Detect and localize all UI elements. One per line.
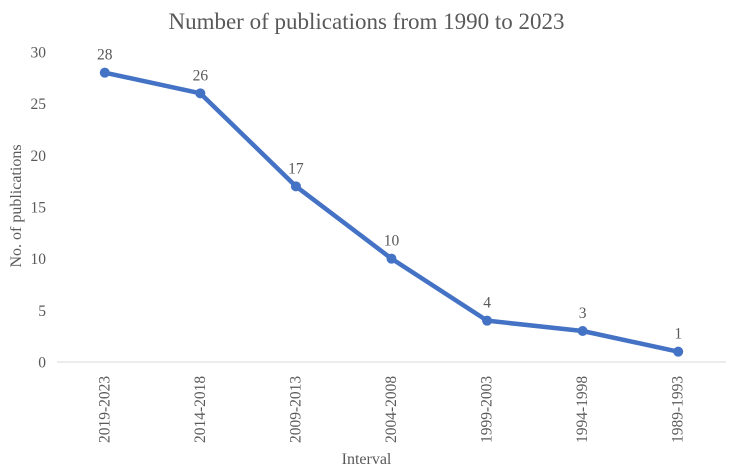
y-tick-label: 10: [31, 251, 47, 268]
data-label: 28: [97, 47, 113, 64]
data-point: [577, 326, 588, 336]
y-tick-label: 30: [31, 45, 47, 62]
y-tick-label: 0: [38, 355, 46, 372]
data-label: 3: [579, 305, 587, 322]
data-point: [290, 181, 301, 192]
x-category-label: 2009-2013: [287, 376, 304, 443]
data-label: 26: [193, 67, 209, 84]
data-point: [99, 67, 110, 78]
data-label: 1: [674, 326, 682, 343]
x-axis-title: Interval: [341, 451, 392, 468]
y-tick-label: 20: [31, 148, 47, 165]
y-tick-label: 25: [31, 96, 47, 113]
x-category-label: 1999-2003: [479, 376, 496, 443]
data-label: 10: [384, 233, 400, 250]
x-category-label: 1989-1993: [670, 376, 687, 443]
data-point: [195, 88, 206, 99]
chart-title: Number of publications from 1990 to 2023: [168, 9, 565, 34]
data-point: [386, 253, 397, 264]
data-point: [482, 315, 493, 326]
data-label: 17: [288, 160, 304, 177]
x-category-label: 2004-2008: [383, 376, 400, 443]
x-category-label: 1994-1998: [574, 376, 591, 443]
x-category-label: 2014-2018: [192, 376, 209, 443]
series-line: [102, 70, 681, 354]
y-tick-label: 5: [38, 303, 46, 320]
data-point: [673, 346, 684, 357]
data-label: 4: [483, 295, 491, 312]
y-tick-label: 15: [31, 200, 47, 217]
x-category-label: 2019-2023: [96, 376, 113, 443]
